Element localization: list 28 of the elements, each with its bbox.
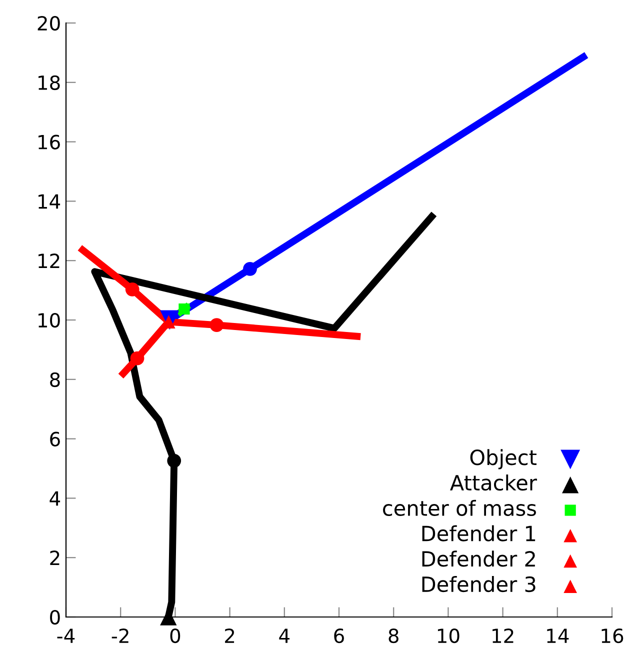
legend-label: Defender 2 xyxy=(422,550,535,567)
x-tick-label: 8 xyxy=(388,628,398,644)
y-tick-label: 12 xyxy=(38,254,60,268)
y-tick-label: 8 xyxy=(50,372,60,388)
x-tick-label: 10 xyxy=(438,628,460,644)
x-tick-label: -2 xyxy=(112,628,128,643)
x-tick-label: 0 xyxy=(170,628,180,644)
x-tick-label: 6 xyxy=(334,628,344,644)
x-tick-label: 2 xyxy=(225,628,234,643)
y-tick-label: 0 xyxy=(50,610,60,625)
y-tick-label: 6 xyxy=(50,432,60,446)
y-tick-label: 20 xyxy=(38,16,60,31)
y-tick-label: 4 xyxy=(50,491,60,506)
legend-label: Defender 3 xyxy=(422,576,536,592)
x-tick-label: -4 xyxy=(57,628,75,643)
x-tick-label: 12 xyxy=(492,628,514,643)
x-tick-label: 4 xyxy=(279,628,290,643)
x-tick-label: 16 xyxy=(602,628,624,644)
y-tick-label: 16 xyxy=(38,134,60,150)
y-tick-label: 2 xyxy=(50,550,60,565)
x-tick-label: 14 xyxy=(547,628,569,643)
y-tick-label: 10 xyxy=(38,312,60,328)
legend-label: center of mass xyxy=(383,500,536,516)
legend-label: Attacker xyxy=(450,474,537,491)
y-tick-label: 18 xyxy=(38,75,60,90)
legend-label: Defender 1 xyxy=(422,525,536,542)
legend-label: Object xyxy=(470,449,536,470)
y-tick-label: 14 xyxy=(38,194,60,209)
